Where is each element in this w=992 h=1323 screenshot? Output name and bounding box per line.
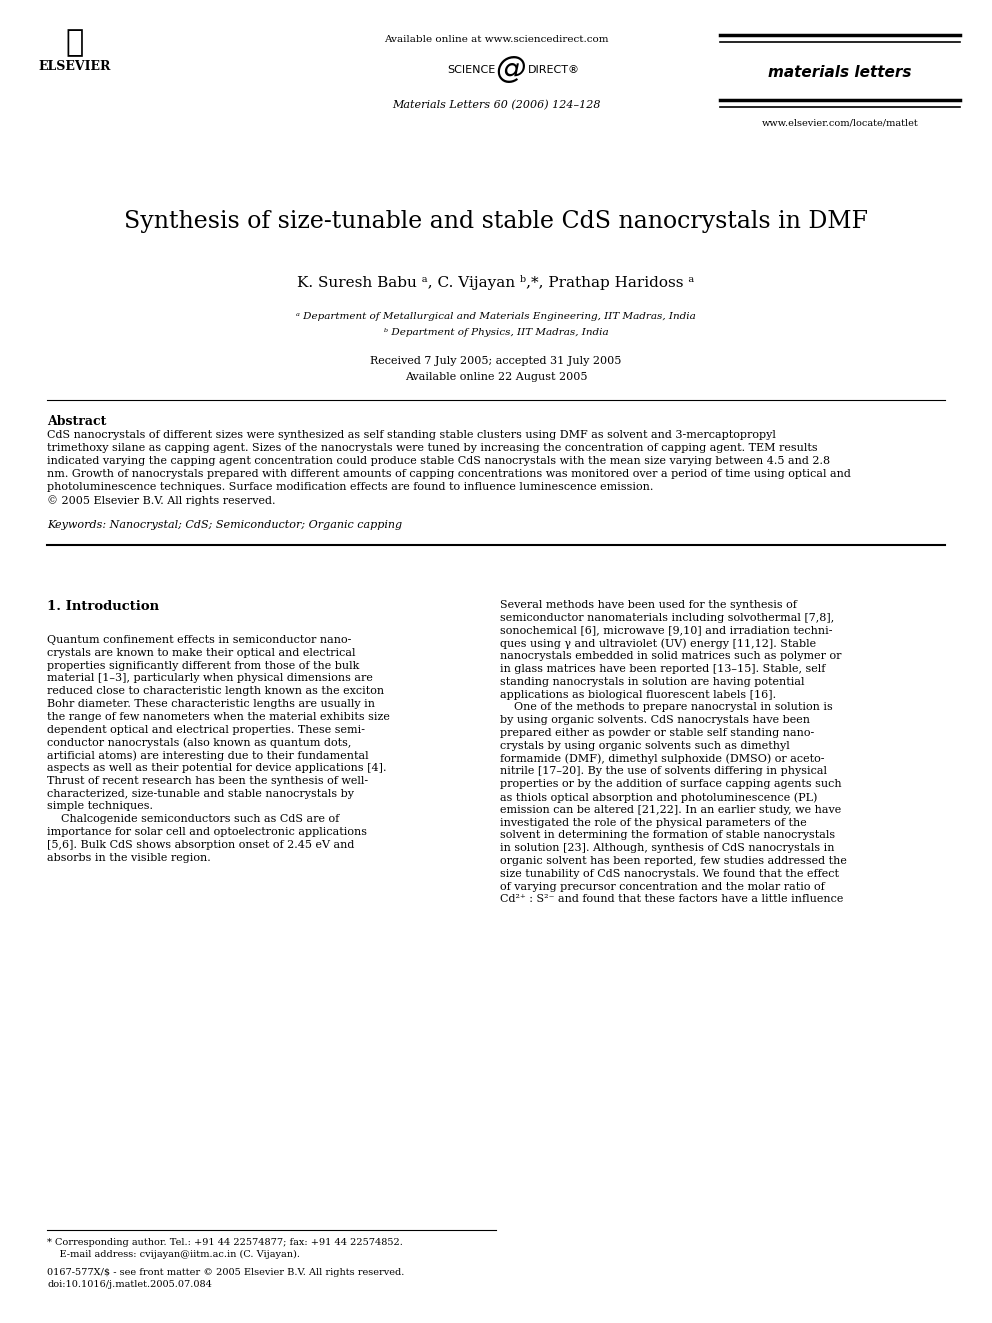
Text: importance for solar cell and optoelectronic applications: importance for solar cell and optoelectr… bbox=[47, 827, 367, 837]
Text: properties significantly different from those of the bulk: properties significantly different from … bbox=[47, 660, 359, 671]
Text: @: @ bbox=[495, 56, 525, 83]
Text: 0167-577X/$ - see front matter © 2005 Elsevier B.V. All rights reserved.: 0167-577X/$ - see front matter © 2005 El… bbox=[47, 1267, 405, 1277]
Text: organic solvent has been reported, few studies addressed the: organic solvent has been reported, few s… bbox=[500, 856, 847, 867]
Text: dependent optical and electrical properties. These semi-: dependent optical and electrical propert… bbox=[47, 725, 365, 734]
Text: Quantum confinement effects in semiconductor nano-: Quantum confinement effects in semicondu… bbox=[47, 635, 351, 646]
Text: DIRECT®: DIRECT® bbox=[528, 65, 580, 75]
Text: Received 7 July 2005; accepted 31 July 2005: Received 7 July 2005; accepted 31 July 2… bbox=[370, 356, 622, 366]
Text: Cd²⁺ : S²⁻ and found that these factors have a little influence: Cd²⁺ : S²⁻ and found that these factors … bbox=[500, 894, 843, 905]
Text: applications as biological fluorescent labels [16].: applications as biological fluorescent l… bbox=[500, 689, 776, 700]
Text: Bohr diameter. These characteristic lengths are usually in: Bohr diameter. These characteristic leng… bbox=[47, 699, 375, 709]
Text: One of the methods to prepare nanocrystal in solution is: One of the methods to prepare nanocrysta… bbox=[500, 703, 832, 712]
Text: Available online at www.sciencedirect.com: Available online at www.sciencedirect.co… bbox=[384, 34, 608, 44]
Text: characterized, size-tunable and stable nanocrystals by: characterized, size-tunable and stable n… bbox=[47, 789, 354, 799]
Text: crystals by using organic solvents such as dimethyl: crystals by using organic solvents such … bbox=[500, 741, 790, 750]
Text: Available online 22 August 2005: Available online 22 August 2005 bbox=[405, 372, 587, 382]
Text: material [1–3], particularly when physical dimensions are: material [1–3], particularly when physic… bbox=[47, 673, 373, 684]
Text: Synthesis of size-tunable and stable CdS nanocrystals in DMF: Synthesis of size-tunable and stable CdS… bbox=[124, 210, 868, 233]
Text: absorbs in the visible region.: absorbs in the visible region. bbox=[47, 852, 210, 863]
Text: of varying precursor concentration and the molar ratio of: of varying precursor concentration and t… bbox=[500, 881, 824, 892]
Text: www.elsevier.com/locate/matlet: www.elsevier.com/locate/matlet bbox=[762, 118, 919, 127]
Text: E-mail address: cvijayan@iitm.ac.in (C. Vijayan).: E-mail address: cvijayan@iitm.ac.in (C. … bbox=[47, 1250, 300, 1259]
Text: in glass matrices have been reported [13–15]. Stable, self: in glass matrices have been reported [13… bbox=[500, 664, 825, 673]
Text: semiconductor nanomaterials including solvothermal [7,8],: semiconductor nanomaterials including so… bbox=[500, 613, 834, 623]
Text: in solution [23]. Although, synthesis of CdS nanocrystals in: in solution [23]. Although, synthesis of… bbox=[500, 843, 834, 853]
Text: emission can be altered [21,22]. In an earlier study, we have: emission can be altered [21,22]. In an e… bbox=[500, 804, 841, 815]
Text: trimethoxy silane as capping agent. Sizes of the nanocrystals were tuned by incr: trimethoxy silane as capping agent. Size… bbox=[47, 443, 817, 452]
Text: ques using γ and ultraviolet (UV) energy [11,12]. Stable: ques using γ and ultraviolet (UV) energy… bbox=[500, 639, 816, 650]
Text: solvent in determining the formation of stable nanocrystals: solvent in determining the formation of … bbox=[500, 831, 835, 840]
Text: aspects as well as their potential for device applications [4].: aspects as well as their potential for d… bbox=[47, 763, 387, 773]
Text: ᵃ Department of Metallurgical and Materials Engineering, IIT Madras, India: ᵃ Department of Metallurgical and Materi… bbox=[297, 312, 695, 321]
Text: standing nanocrystals in solution are having potential: standing nanocrystals in solution are ha… bbox=[500, 677, 805, 687]
Text: nanocrystals embedded in solid matrices such as polymer or: nanocrystals embedded in solid matrices … bbox=[500, 651, 841, 662]
Text: size tunability of CdS nanocrystals. We found that the effect: size tunability of CdS nanocrystals. We … bbox=[500, 869, 839, 878]
Text: photoluminescence techniques. Surface modification effects are found to influenc: photoluminescence techniques. Surface mo… bbox=[47, 482, 654, 492]
Text: Keywords: Nanocrystal; CdS; Semiconductor; Organic capping: Keywords: Nanocrystal; CdS; Semiconducto… bbox=[47, 520, 402, 531]
Text: by using organic solvents. CdS nanocrystals have been: by using organic solvents. CdS nanocryst… bbox=[500, 716, 810, 725]
Text: investigated the role of the physical parameters of the: investigated the role of the physical pa… bbox=[500, 818, 806, 828]
Text: prepared either as powder or stable self standing nano-: prepared either as powder or stable self… bbox=[500, 728, 814, 738]
Text: Chalcogenide semiconductors such as CdS are of: Chalcogenide semiconductors such as CdS … bbox=[47, 814, 339, 824]
Text: 🌳: 🌳 bbox=[65, 28, 84, 57]
Text: CdS nanocrystals of different sizes were synthesized as self standing stable clu: CdS nanocrystals of different sizes were… bbox=[47, 430, 776, 441]
Text: 1. Introduction: 1. Introduction bbox=[47, 601, 159, 613]
Text: © 2005 Elsevier B.V. All rights reserved.: © 2005 Elsevier B.V. All rights reserved… bbox=[47, 495, 276, 505]
Text: reduced close to characteristic length known as the exciton: reduced close to characteristic length k… bbox=[47, 687, 384, 696]
Text: nm. Growth of nanocrystals prepared with different amounts of capping concentrat: nm. Growth of nanocrystals prepared with… bbox=[47, 468, 851, 479]
Text: artificial atoms) are interesting due to their fundamental: artificial atoms) are interesting due to… bbox=[47, 750, 369, 761]
Text: properties or by the addition of surface capping agents such: properties or by the addition of surface… bbox=[500, 779, 841, 790]
Text: doi:10.1016/j.matlet.2005.07.084: doi:10.1016/j.matlet.2005.07.084 bbox=[47, 1279, 212, 1289]
Text: ELSEVIER: ELSEVIER bbox=[39, 60, 111, 73]
Text: K. Suresh Babu ᵃ, C. Vijayan ᵇ,*, Prathap Haridoss ᵃ: K. Suresh Babu ᵃ, C. Vijayan ᵇ,*, Pratha… bbox=[298, 275, 694, 290]
Text: SCIENCE: SCIENCE bbox=[447, 65, 496, 75]
Text: indicated varying the capping agent concentration could produce stable CdS nanoc: indicated varying the capping agent conc… bbox=[47, 456, 830, 466]
Text: nitrile [17–20]. By the use of solvents differing in physical: nitrile [17–20]. By the use of solvents … bbox=[500, 766, 827, 777]
Text: crystals are known to make their optical and electrical: crystals are known to make their optical… bbox=[47, 648, 355, 658]
Text: as thiols optical absorption and photoluminescence (PL): as thiols optical absorption and photolu… bbox=[500, 792, 817, 803]
Text: the range of few nanometers when the material exhibits size: the range of few nanometers when the mat… bbox=[47, 712, 390, 722]
Text: Abstract: Abstract bbox=[47, 415, 106, 429]
Text: sonochemical [6], microwave [9,10] and irradiation techni-: sonochemical [6], microwave [9,10] and i… bbox=[500, 626, 832, 635]
Text: Materials Letters 60 (2006) 124–128: Materials Letters 60 (2006) 124–128 bbox=[392, 101, 600, 110]
Text: ᵇ Department of Physics, IIT Madras, India: ᵇ Department of Physics, IIT Madras, Ind… bbox=[384, 328, 608, 337]
Text: conductor nanocrystals (also known as quantum dots,: conductor nanocrystals (also known as qu… bbox=[47, 737, 351, 747]
Text: materials letters: materials letters bbox=[768, 65, 912, 79]
Text: [5,6]. Bulk CdS shows absorption onset of 2.45 eV and: [5,6]. Bulk CdS shows absorption onset o… bbox=[47, 840, 354, 849]
Text: Several methods have been used for the synthesis of: Several methods have been used for the s… bbox=[500, 601, 797, 610]
Text: Thrust of recent research has been the synthesis of well-: Thrust of recent research has been the s… bbox=[47, 775, 368, 786]
Text: * Corresponding author. Tel.: +91 44 22574877; fax: +91 44 22574852.: * Corresponding author. Tel.: +91 44 225… bbox=[47, 1238, 403, 1248]
Text: simple techniques.: simple techniques. bbox=[47, 802, 153, 811]
Text: formamide (DMF), dimethyl sulphoxide (DMSO) or aceto-: formamide (DMF), dimethyl sulphoxide (DM… bbox=[500, 754, 824, 765]
